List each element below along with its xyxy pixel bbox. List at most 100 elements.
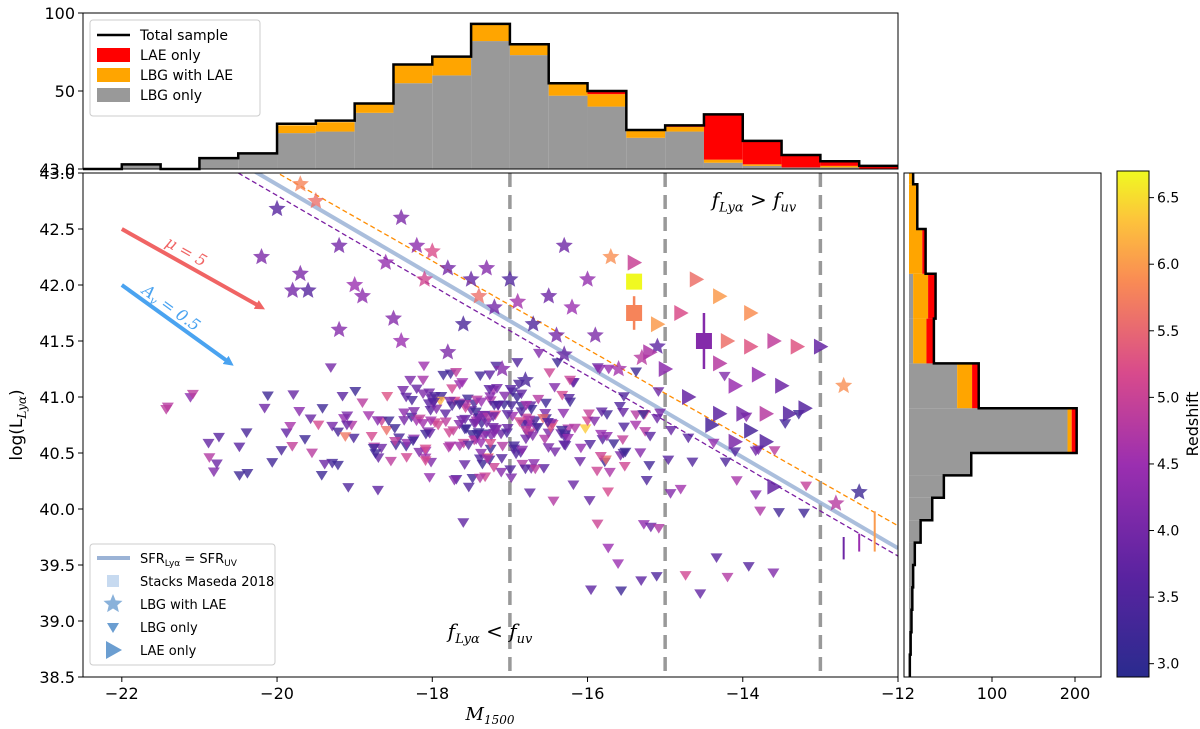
lbg-only-point bbox=[446, 384, 459, 394]
lbg-with-lae-point bbox=[478, 259, 496, 276]
lbg-only-point bbox=[419, 429, 432, 440]
lbg-only-point bbox=[287, 390, 300, 401]
top-bar-lbg_with_lae bbox=[471, 23, 510, 42]
lae-only-point bbox=[713, 405, 728, 422]
lbg-only-point bbox=[439, 417, 452, 428]
lbg-only-point bbox=[261, 391, 274, 402]
lbg-only-point bbox=[382, 416, 395, 427]
lbg-only-point bbox=[424, 416, 437, 427]
region-label-part: uv bbox=[517, 632, 533, 647]
lbg-only-point bbox=[275, 446, 288, 456]
lae-only-point bbox=[650, 316, 666, 333]
lbg-only-point bbox=[417, 361, 430, 372]
lbg-only-point bbox=[280, 428, 293, 439]
lbg-only-point bbox=[481, 454, 494, 464]
lbg-only-point bbox=[458, 460, 471, 470]
top-bar-lbg_with_lae bbox=[587, 94, 627, 107]
lae-only-point bbox=[728, 377, 743, 394]
top-legend-label: LBG only bbox=[140, 88, 202, 104]
lbg-only-point bbox=[400, 392, 413, 403]
lbg-with-lae-point bbox=[353, 287, 371, 304]
lbg-only-point bbox=[600, 431, 613, 442]
lbg-only-point bbox=[501, 410, 514, 420]
region-label-part: Lyα bbox=[454, 632, 480, 647]
main-ytick-label: 38.5 bbox=[39, 668, 75, 687]
right-xtick-label: 200 bbox=[1060, 684, 1091, 703]
top-legend-swatch bbox=[97, 48, 130, 62]
lbg-only-point bbox=[541, 418, 554, 428]
lbg-only-point bbox=[584, 440, 597, 450]
top-bar-lbg_with_lae bbox=[315, 122, 355, 132]
top-bar-lbg_with_lae bbox=[548, 83, 588, 96]
lbg-with-lae-point bbox=[516, 371, 534, 388]
lae-only-point bbox=[813, 338, 829, 355]
lbg-only-point bbox=[365, 432, 378, 442]
main-legend-swatch bbox=[106, 641, 122, 659]
lbg-only-point bbox=[340, 420, 353, 431]
right-bar-lae_only bbox=[972, 363, 979, 409]
lae-only-point bbox=[713, 355, 728, 372]
main-ytick-label: 42.0 bbox=[39, 276, 75, 295]
lbg-only-point bbox=[562, 393, 575, 404]
lae-only-point bbox=[728, 433, 743, 450]
main-xtick-label: −20 bbox=[260, 684, 294, 703]
lbg-only-point bbox=[531, 423, 544, 433]
lbg-only-point bbox=[543, 368, 556, 378]
lbg-only-point bbox=[505, 473, 518, 484]
lbg-only-point bbox=[719, 457, 732, 468]
lbg-only-point bbox=[686, 457, 699, 468]
top-ytick-label: 50 bbox=[55, 82, 75, 101]
right-bar-lbg_with_lae bbox=[909, 173, 914, 185]
lbg-only-point bbox=[644, 431, 657, 442]
right-bar-lbg_only bbox=[909, 318, 914, 364]
lbg-with-lae-point bbox=[633, 348, 651, 366]
lbg-only-point bbox=[316, 404, 329, 414]
lbg-only-point bbox=[233, 442, 246, 453]
lbg-only-point bbox=[466, 473, 479, 484]
top-bar-lae_only bbox=[859, 165, 898, 169]
legend-sub: UV bbox=[224, 559, 238, 569]
lbg-only-point bbox=[640, 476, 653, 486]
colorbar-gradient bbox=[1116, 170, 1150, 678]
lbg-only-point bbox=[455, 415, 468, 426]
lae-only-point bbox=[751, 366, 767, 383]
lbg-with-lae-point bbox=[330, 236, 348, 254]
lbg-only-point bbox=[682, 433, 695, 444]
top-histogram-yticks: 43.0 50 100 bbox=[39, 4, 83, 179]
lbg-only-point bbox=[207, 467, 220, 478]
lbg-only-point bbox=[501, 424, 514, 434]
lbg-only-point bbox=[419, 456, 432, 467]
lbg-only-point bbox=[210, 459, 223, 470]
lbg-only-point bbox=[630, 367, 643, 378]
lbg-only-point bbox=[652, 523, 665, 534]
lbg-only-point bbox=[160, 405, 173, 415]
lae-only-point bbox=[689, 271, 705, 288]
lbg-with-lae-point bbox=[547, 326, 565, 343]
main-frame bbox=[82, 172, 899, 678]
lbg-only-point bbox=[617, 407, 630, 418]
lbg-only-point bbox=[629, 420, 642, 431]
lbg-only-point bbox=[538, 434, 551, 445]
lbg-only-point bbox=[519, 464, 532, 475]
region-label: fLyα < fuv bbox=[446, 619, 533, 647]
main-ytick-label: 43.0 bbox=[39, 164, 75, 183]
right-histogram-bars bbox=[909, 173, 1077, 677]
lbg-with-lae-point bbox=[586, 326, 604, 343]
stack-point bbox=[626, 305, 643, 321]
lbg-only-point bbox=[525, 404, 538, 415]
lbg-only-point bbox=[371, 485, 384, 496]
lbg-only-point bbox=[400, 438, 413, 449]
stack-point bbox=[626, 273, 643, 290]
lbg-only-point bbox=[613, 401, 626, 412]
main-xtick-label: −14 bbox=[726, 684, 760, 703]
lbg-only-point bbox=[475, 438, 488, 449]
x-axis-label: M1500 bbox=[465, 704, 515, 727]
top-bar-lbg_only bbox=[471, 41, 510, 169]
lbg-only-point bbox=[594, 452, 607, 462]
right-bar-lae_only bbox=[1071, 408, 1077, 453]
lbg-only-point bbox=[505, 401, 518, 411]
top-bar-lbg_only bbox=[393, 83, 433, 169]
lbg-only-point bbox=[548, 383, 561, 393]
lae-only-point bbox=[744, 338, 759, 355]
